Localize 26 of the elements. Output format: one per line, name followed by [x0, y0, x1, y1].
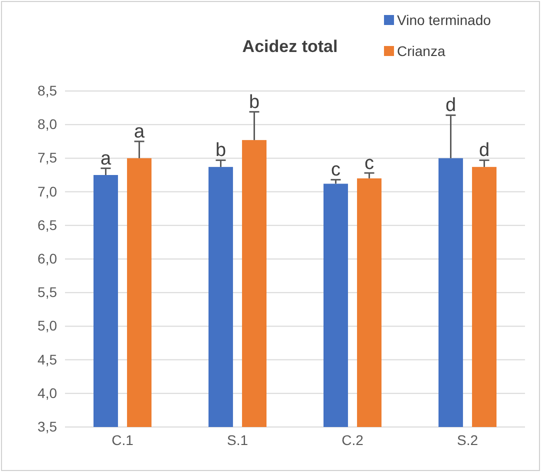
- y-tick-label: 4,0: [38, 384, 58, 401]
- legend-label: Vino terminado: [397, 12, 492, 28]
- annotation: c: [364, 152, 374, 174]
- y-tick-label: 6,0: [38, 250, 58, 266]
- annotation: d: [478, 140, 490, 162]
- x-tick-label: C.2: [342, 432, 364, 448]
- y-tick-label: 4,5: [38, 351, 58, 368]
- x-tick-label: S.2: [456, 432, 478, 448]
- y-tick-label: 8,0: [38, 116, 58, 132]
- y-tick-label: 5,0: [38, 318, 58, 334]
- legend-label: Crianza: [397, 43, 446, 59]
- y-tick-label: 6,5: [38, 216, 58, 233]
- annotation: b: [215, 140, 226, 162]
- x-tick-label: S.1: [226, 432, 248, 448]
- annotation: a: [100, 148, 112, 170]
- annotation: c: [330, 160, 340, 181]
- y-tick-label: 7,5: [38, 150, 58, 166]
- chart-title: Acidez total: [242, 37, 338, 56]
- x-tick-label: C.1: [112, 432, 134, 448]
- y-tick-label: 7,0: [38, 183, 58, 200]
- annotation: a: [134, 121, 145, 142]
- y-tick-label: 3,5: [38, 418, 58, 434]
- y-tick-label: 8,5: [38, 82, 58, 98]
- annotation: b: [248, 92, 260, 113]
- y-tick-label: 5,5: [38, 284, 58, 300]
- annotation: d: [445, 95, 456, 116]
